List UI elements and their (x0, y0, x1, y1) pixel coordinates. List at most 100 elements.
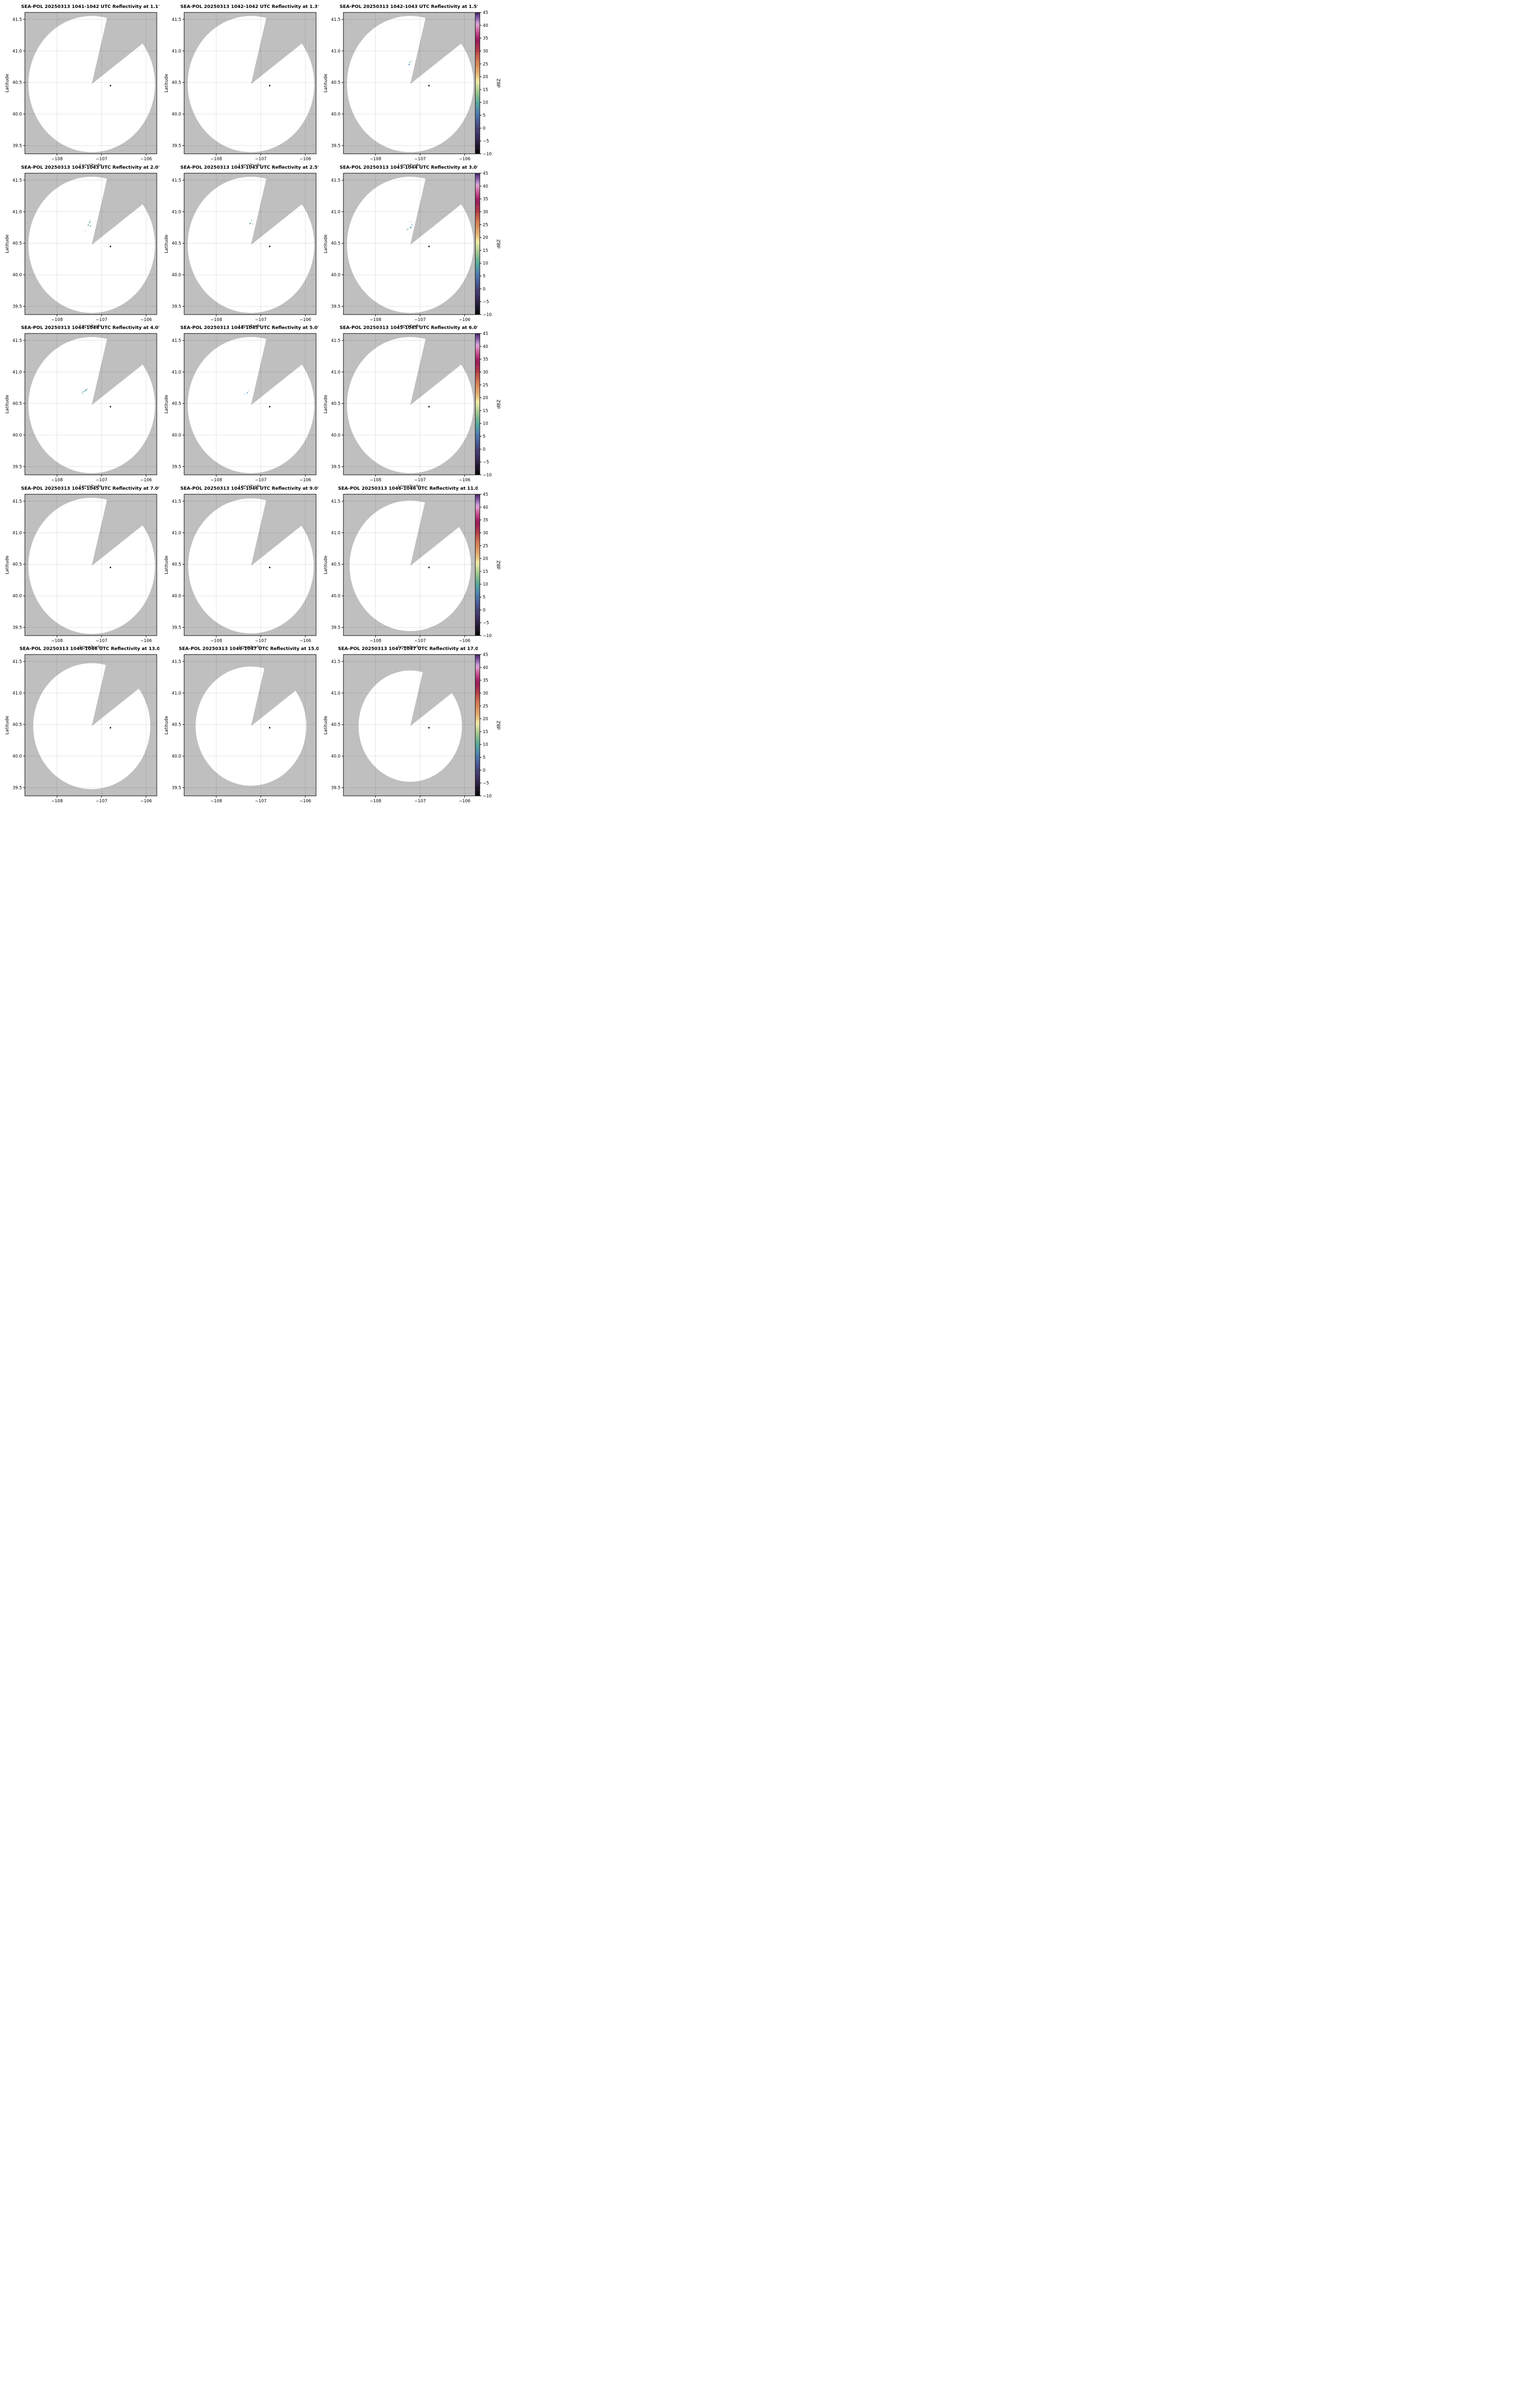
x-tick-label: −106 (140, 799, 152, 803)
axis-ticks (341, 340, 465, 477)
colorbar-frame (475, 12, 480, 154)
axis-ticks (182, 19, 306, 156)
colorbar-tick-label: 10 (483, 422, 488, 427)
colorbar-tick-label: 30 (483, 49, 488, 54)
map-area (184, 333, 316, 475)
reflectivity-echoes (408, 60, 412, 65)
colorbar-tick-label: 0 (483, 768, 485, 773)
y-axis-label: Latitude (4, 716, 10, 735)
site-marker-diamond (109, 406, 111, 408)
x-tick-label: −106 (300, 318, 311, 323)
y-tick-label: 39.5 (331, 786, 340, 791)
x-tick-label: −108 (211, 318, 222, 323)
axis-ticks (23, 661, 147, 798)
ppi-plot: −108 −107 −106 39.5 40.0 40.5 41.0 41.5 SEA-POL … (4, 165, 159, 327)
y-tick-label: 41.0 (12, 49, 22, 54)
blocked-sector-wedge (92, 173, 156, 245)
y-axis-label: Latitude (323, 74, 328, 93)
colorbar-unit-label: dBZ (496, 400, 502, 409)
y-tick-label: 40.5 (331, 723, 340, 728)
y-axis-label: Latitude (4, 234, 10, 253)
y-tick-label: 39.5 (331, 144, 340, 149)
y-tick-label: 41.0 (172, 691, 181, 696)
panel-title: SEA-POL 20250313 1045-1045 UTC Reflectiv… (21, 486, 159, 491)
y-tick-label: 40.5 (172, 241, 181, 246)
colorbar-tick-label: −10 (483, 794, 492, 799)
y-tick-label: 41.5 (12, 659, 22, 664)
colorbar-tick-label: −5 (483, 139, 489, 144)
colorbar-unit-label: dBZ (496, 239, 502, 248)
y-tick-label: 39.5 (12, 625, 22, 630)
colorbar: −10 −5 0 5 10 15 20 25 30 35 40 45 dBZ (475, 331, 502, 478)
y-tick-label: 40.0 (12, 594, 22, 599)
axes-frame (184, 494, 317, 636)
reflectivity-echoes (85, 220, 91, 231)
y-tick-label: 40.0 (331, 433, 340, 438)
x-tick-label: −108 (211, 157, 222, 162)
colorbar-tick-label: −5 (483, 621, 489, 626)
y-tick-label: 40.0 (172, 433, 181, 438)
panel-title: SEA-POL 20250313 1043-1043 UTC Reflectiv… (21, 165, 159, 170)
site-marker-diamond (428, 727, 430, 729)
echo-pixel (90, 220, 91, 221)
gridlines (184, 12, 316, 154)
y-tick-label: 41.0 (12, 210, 22, 215)
gridlines (184, 655, 316, 796)
x-tick-label: −107 (96, 478, 107, 483)
ppi-plot: −108 −107 −106 39.5 40.0 40.5 41.0 41.5 SEA-POL … (164, 325, 319, 487)
echo-pixel (412, 224, 413, 225)
colorbar-tick-label: 30 (483, 531, 488, 536)
y-axis-label: Latitude (323, 395, 328, 414)
site-marker-diamond (109, 84, 111, 87)
x-tick-label: −107 (255, 318, 266, 323)
axes-frame (184, 173, 317, 315)
y-tick-label: 40.0 (331, 594, 340, 599)
colorbar-tick-label: 20 (483, 396, 488, 401)
y-tick-label: 41.0 (331, 49, 340, 54)
y-tick-label: 41.0 (172, 531, 181, 536)
y-tick-label: 40.5 (12, 402, 22, 407)
colorbar-tick-label: 25 (483, 222, 488, 227)
colorbar-tick-label: 40 (483, 344, 488, 349)
ppi-plot: −108 −107 −106 39.5 40.0 40.5 41.0 41.5 SEA-POL … (4, 646, 159, 803)
axes-frame (24, 12, 157, 154)
y-tick-label: 40.5 (172, 723, 181, 728)
panel-elev-1.1: −108 −107 −106 39.5 40.0 40.5 41.0 41.5 SEA-POL … (0, 0, 159, 166)
colorbar-ticks (480, 333, 482, 475)
y-tick-label: 40.0 (331, 112, 340, 117)
colorbar-gradient (475, 173, 480, 315)
axis-ticks (341, 501, 465, 638)
colorbar-tick-label: 20 (483, 235, 488, 240)
map-area (25, 333, 157, 475)
site-marker-diamond (109, 727, 111, 729)
x-tick-label: −106 (140, 157, 152, 162)
y-axis-label: Latitude (4, 74, 10, 93)
x-tick-label: −106 (459, 639, 470, 644)
ppi-plot: −108 −107 −106 39.5 40.0 40.5 41.0 41.5 SEA-POL … (323, 486, 478, 648)
x-tick-label: −106 (300, 157, 311, 162)
echo-pixel (86, 389, 88, 390)
map-area (184, 173, 316, 315)
blocked-sector-wedge (251, 655, 307, 727)
ppi-plot: −108 −107 −106 39.5 40.0 40.5 41.0 41.5 SEA-POL … (4, 486, 159, 648)
y-tick-label: 41.5 (331, 659, 340, 664)
blocked-sector-wedge (92, 494, 156, 566)
colorbar-tick-label: 40 (483, 23, 488, 28)
panel-title: SEA-POL 20250313 1046-1046 UTC Reflectiv… (19, 646, 159, 652)
y-tick-label: 39.5 (172, 304, 181, 309)
panel-elev-13: −108 −107 −106 39.5 40.0 40.5 41.0 41.5 SEA-POL … (0, 642, 159, 803)
y-tick-label: 40.0 (12, 433, 22, 438)
colorbar-tick-label: 5 (483, 595, 485, 600)
map-area (343, 12, 475, 154)
colorbar-unit-label: dBZ (496, 79, 502, 88)
y-tick-label: 39.5 (331, 304, 340, 309)
colorbar-tick-label: 15 (483, 569, 488, 574)
site-marker-diamond (428, 566, 430, 568)
x-tick-label: −108 (370, 639, 381, 644)
panel-title: SEA-POL 20250313 1045-1045 UTC Reflectiv… (339, 325, 478, 330)
y-tick-label: 40.0 (172, 112, 181, 117)
colorbar-frame (475, 173, 480, 315)
x-tick-label: −106 (459, 318, 470, 323)
x-tick-label: −108 (211, 639, 222, 644)
colorbar-tick-label: −10 (483, 634, 492, 639)
